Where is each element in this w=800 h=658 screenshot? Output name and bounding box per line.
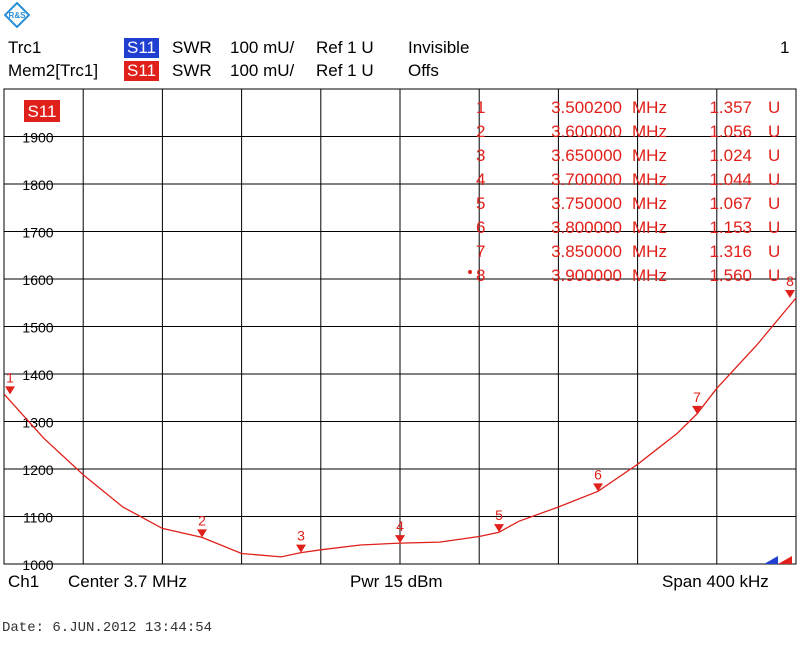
marker-triangle bbox=[296, 544, 306, 553]
channel-label: Ch1 bbox=[8, 572, 40, 591]
marker-number-label: 2 bbox=[198, 512, 206, 528]
date-stamp: Date: 6.JUN.2012 13:44:54 bbox=[2, 620, 213, 636]
span-label: Span 400 kHz bbox=[662, 572, 769, 591]
y-tick-label: 1900 bbox=[22, 130, 53, 146]
marker-table-value: 1.560 bbox=[709, 266, 752, 285]
marker-table-freq-unit: MHz bbox=[632, 194, 667, 213]
trace-state: Invisible bbox=[408, 38, 470, 57]
y-tick-label: 1800 bbox=[22, 177, 53, 193]
svg-text:R&S: R&S bbox=[9, 11, 27, 20]
marker-table-value-unit: U bbox=[768, 266, 780, 285]
y-tick-label: 1200 bbox=[22, 462, 53, 478]
marker-table-value: 1.357 bbox=[709, 98, 752, 117]
reference-blue-triangle bbox=[764, 556, 778, 564]
marker-number-label: 4 bbox=[396, 518, 404, 534]
marker-table-freq-unit: MHz bbox=[632, 218, 667, 237]
ref-label: Ref 1 U bbox=[316, 38, 374, 57]
marker-table-value: 1.153 bbox=[709, 218, 752, 237]
active-marker-dot bbox=[468, 270, 472, 274]
marker-table-freq-unit: MHz bbox=[632, 98, 667, 117]
marker-number-label: 6 bbox=[594, 466, 602, 482]
marker-triangle bbox=[785, 290, 795, 298]
trace-label-box bbox=[24, 100, 60, 122]
marker-table-freq-unit: MHz bbox=[632, 242, 667, 261]
marker-table-freq-unit: MHz bbox=[632, 170, 667, 189]
marker-table-number: 6 bbox=[476, 218, 485, 237]
trace-label: S11 bbox=[28, 102, 57, 121]
marker-table-freq-unit: MHz bbox=[632, 266, 667, 285]
swr-trace-line bbox=[3, 297, 797, 558]
marker-table-value-unit: U bbox=[768, 122, 780, 141]
marker-table-number: 3 bbox=[476, 146, 485, 165]
trace-name: Trc1 bbox=[8, 38, 42, 57]
marker-table-value-unit: U bbox=[768, 242, 780, 261]
marker-table-value-unit: U bbox=[768, 170, 780, 189]
marker-table-number: 8 bbox=[476, 266, 485, 285]
y-tick-label: 1700 bbox=[22, 225, 53, 241]
marker-number-label: 5 bbox=[495, 507, 503, 523]
marker-number-label: 3 bbox=[297, 528, 305, 544]
format-label: SWR bbox=[172, 38, 212, 57]
marker-table-value-unit: U bbox=[768, 98, 780, 117]
marker-number-label: 7 bbox=[693, 389, 701, 405]
marker-table-value-unit: U bbox=[768, 146, 780, 165]
rohde-schwarz-logo: R&S bbox=[4, 2, 30, 28]
marker-table-value: 1.056 bbox=[709, 122, 752, 141]
y-tick-label: 1500 bbox=[22, 320, 53, 336]
marker-triangle bbox=[593, 483, 603, 492]
marker-table-value: 1.044 bbox=[709, 170, 752, 189]
marker-table-number: 1 bbox=[476, 98, 485, 117]
marker-table-freq-unit: MHz bbox=[632, 122, 667, 141]
y-tick-label: 1000 bbox=[22, 557, 53, 573]
y-tick-label: 1300 bbox=[22, 415, 53, 431]
marker-number-label: 8 bbox=[786, 273, 794, 289]
format-label-2: SWR bbox=[172, 61, 212, 80]
y-tick-label: 1400 bbox=[22, 367, 53, 383]
marker-triangle bbox=[197, 529, 207, 538]
y-tick-label: 1600 bbox=[22, 272, 53, 288]
marker-table-frequency: 3.850000 bbox=[551, 242, 622, 261]
marker-table-number: 5 bbox=[476, 194, 485, 213]
marker-table-freq-unit: MHz bbox=[632, 146, 667, 165]
s11-badge-blue: S11 bbox=[124, 38, 159, 58]
power-level: Pwr 15 dBm bbox=[350, 572, 443, 591]
marker-table-value-unit: U bbox=[768, 194, 780, 213]
ref-label-2: Ref 1 U bbox=[316, 61, 374, 80]
marker-triangle bbox=[395, 535, 405, 544]
marker-triangle bbox=[692, 405, 702, 414]
s11-badge-red: S11 bbox=[124, 61, 159, 81]
marker-table-number: 4 bbox=[476, 170, 485, 189]
marker-table-frequency: 3.700000 bbox=[551, 170, 622, 189]
y-tick-label: 1100 bbox=[23, 510, 53, 526]
scale-label: 100 mU/ bbox=[230, 38, 295, 57]
marker-table-frequency: 3.500200 bbox=[551, 98, 622, 117]
marker-triangle bbox=[5, 386, 15, 395]
marker-table-frequency: 3.800000 bbox=[551, 218, 622, 237]
memory-trace-name: Mem2[Trc1] bbox=[8, 61, 99, 80]
marker-table-number: 2 bbox=[476, 122, 485, 141]
marker-triangle bbox=[494, 524, 504, 533]
swr-chart: 1900 1800 1700 1600 1500 1400 1300 1200 1100 1000… bbox=[3, 88, 797, 573]
marker-table-value: 1.067 bbox=[709, 194, 752, 213]
marker-table-frequency: 3.600000 bbox=[551, 122, 622, 141]
center-frequency: Center 3.7 MHz bbox=[68, 572, 188, 591]
marker-table-frequency: 3.650000 bbox=[551, 146, 622, 165]
trace-state-2: Offs bbox=[408, 61, 439, 80]
marker-table-value: 1.024 bbox=[709, 146, 752, 165]
marker-table-frequency: 3.900000 bbox=[551, 266, 622, 285]
reference-red-triangle bbox=[778, 556, 792, 564]
marker-table-frequency: 3.750000 bbox=[551, 194, 622, 213]
window-number: 1 bbox=[780, 38, 790, 57]
marker-table-number: 7 bbox=[476, 242, 485, 261]
marker-number-label: 1 bbox=[6, 369, 14, 385]
scale-label-2: 100 mU/ bbox=[230, 61, 295, 80]
marker-table-value: 1.316 bbox=[709, 242, 752, 261]
marker-table-value-unit: U bbox=[768, 218, 780, 237]
